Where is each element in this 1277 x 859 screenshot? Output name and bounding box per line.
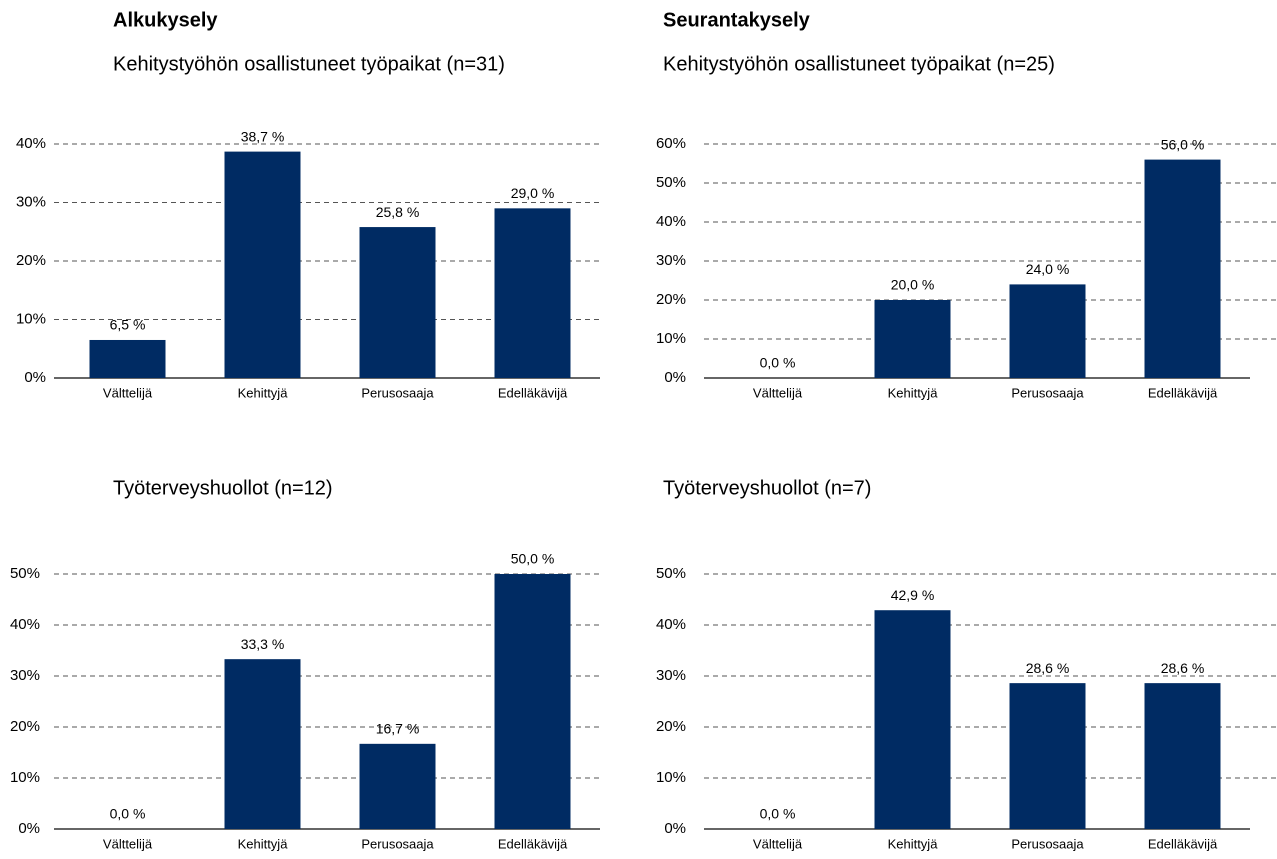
chart-subtitle: Työterveyshuollot (n=7) xyxy=(663,477,871,499)
value-label: 6,5 % xyxy=(110,317,146,333)
x-tick-label: Kehittyjä xyxy=(888,836,939,851)
value-label: 24,0 % xyxy=(1026,261,1070,277)
y-tick-label: 30% xyxy=(16,193,46,210)
x-tick-label: Perusosaaja xyxy=(361,385,434,400)
y-tick-label: 20% xyxy=(656,718,686,735)
x-tick-label: Välttelijä xyxy=(103,385,153,400)
x-tick-label: Perusosaaja xyxy=(1011,385,1084,400)
y-tick-label: 40% xyxy=(656,213,686,230)
value-label: 42,9 % xyxy=(891,587,935,603)
x-tick-label: Perusosaaja xyxy=(1011,836,1084,851)
value-label: 28,6 % xyxy=(1161,660,1205,676)
bar xyxy=(1009,284,1086,378)
chart-subtitle: Kehitystyöhön osallistuneet työpaikat (n… xyxy=(663,53,1055,75)
value-label: 20,0 % xyxy=(891,277,935,293)
value-label: 50,0 % xyxy=(511,551,555,567)
y-tick-label: 50% xyxy=(656,174,686,191)
value-label: 25,8 % xyxy=(376,204,420,220)
bar xyxy=(359,743,436,829)
y-tick-label: 20% xyxy=(656,291,686,308)
x-tick-label: Kehittyjä xyxy=(888,385,939,400)
x-tick-label: Edelläkävijä xyxy=(1148,385,1218,400)
value-label: 28,6 % xyxy=(1026,660,1070,676)
value-label: 29,0 % xyxy=(511,185,555,201)
y-tick-label: 40% xyxy=(656,616,686,633)
y-tick-label: 10% xyxy=(10,769,40,786)
bar xyxy=(224,151,301,378)
bar xyxy=(494,208,571,378)
y-tick-label: 20% xyxy=(16,252,46,269)
bar xyxy=(874,300,951,378)
bar xyxy=(1144,683,1221,829)
x-tick-label: Välttelijä xyxy=(753,385,803,400)
y-tick-label: 30% xyxy=(656,667,686,684)
y-tick-label: 50% xyxy=(656,565,686,582)
y-tick-label: 0% xyxy=(664,820,686,837)
bar xyxy=(1144,159,1221,378)
y-tick-label: 10% xyxy=(16,310,46,327)
x-tick-label: Kehittyjä xyxy=(238,836,289,851)
x-tick-label: Välttelijä xyxy=(103,836,153,851)
y-tick-label: 0% xyxy=(24,369,46,386)
y-tick-label: 60% xyxy=(656,135,686,152)
x-tick-label: Perusosaaja xyxy=(361,836,434,851)
y-tick-label: 0% xyxy=(18,820,40,837)
y-tick-label: 10% xyxy=(656,769,686,786)
y-tick-label: 30% xyxy=(10,667,40,684)
chart-title: Alkukysely xyxy=(113,9,218,31)
bar xyxy=(359,227,436,378)
bar xyxy=(89,339,166,378)
value-label: 0,0 % xyxy=(110,806,146,822)
value-label: 33,3 % xyxy=(241,636,285,652)
y-tick-label: 40% xyxy=(16,135,46,152)
x-tick-label: Välttelijä xyxy=(753,836,803,851)
bar xyxy=(494,574,571,829)
value-label: 16,7 % xyxy=(376,721,420,737)
y-tick-label: 10% xyxy=(656,330,686,347)
x-tick-label: Edelläkävijä xyxy=(1148,836,1218,851)
chart-subtitle: Työterveyshuollot (n=12) xyxy=(113,477,333,499)
x-tick-label: Kehittyjä xyxy=(238,385,289,400)
bar xyxy=(224,659,301,829)
bar xyxy=(874,610,951,829)
value-label: 38,7 % xyxy=(241,128,285,144)
x-tick-label: Edelläkävijä xyxy=(498,385,568,400)
y-tick-label: 30% xyxy=(656,252,686,269)
value-label: 56,0 % xyxy=(1161,136,1205,152)
value-label: 0,0 % xyxy=(760,355,796,371)
y-tick-label: 50% xyxy=(10,565,40,582)
y-tick-label: 40% xyxy=(10,616,40,633)
chart-title: Seurantakysely xyxy=(663,9,811,31)
value-label: 0,0 % xyxy=(760,806,796,822)
chart-subtitle: Kehitystyöhön osallistuneet työpaikat (n… xyxy=(113,53,505,75)
y-tick-label: 20% xyxy=(10,718,40,735)
y-tick-label: 0% xyxy=(664,369,686,386)
bar xyxy=(1009,683,1086,829)
x-tick-label: Edelläkävijä xyxy=(498,836,568,851)
